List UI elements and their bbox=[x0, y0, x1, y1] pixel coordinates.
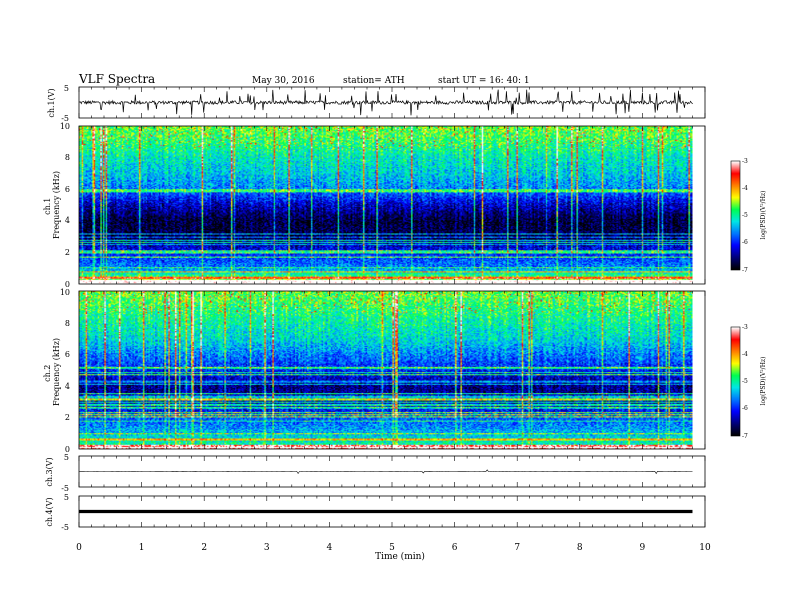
x-axis-label: Time (min) bbox=[375, 551, 425, 562]
ch1-colorbar-tick-m6: -6 bbox=[742, 239, 748, 246]
ch1-spectrogram-ylabel: ch.1 Frequency (kHz) bbox=[43, 171, 61, 239]
xtick-label-4: 4 bbox=[327, 543, 333, 553]
ch2-ytick-4: 4 bbox=[65, 382, 70, 391]
ch4-waveform-ylabel: ch.4(V) bbox=[45, 497, 54, 526]
ch2-colorbar: -3 -4 -5 -6 -7 log(PSD)(V²/Hz) bbox=[730, 324, 767, 440]
ch1-ytick-6: 6 bbox=[65, 185, 70, 194]
ch4-ytick-top: 5 bbox=[64, 493, 69, 502]
ch2-colorbar-gradient bbox=[731, 327, 740, 436]
x-tick-marks bbox=[78, 291, 706, 449]
x-tick-marks bbox=[78, 87, 706, 118]
ch2-colorbar-tick-m4: -4 bbox=[742, 351, 748, 358]
ch1-spectrogram-panel: 10 8 6 4 2 0 ch.1 Frequency (kHz) bbox=[43, 122, 706, 289]
ch3-waveform-ticks bbox=[78, 456, 706, 487]
header-date: May 30, 2016 bbox=[252, 76, 315, 86]
ch1-colorbar-frame bbox=[730, 160, 741, 271]
ch2-spectrogram-ylabel-line1: ch.2 bbox=[43, 365, 52, 382]
x-tick-marks bbox=[78, 126, 706, 284]
ch2-ytick-8: 8 bbox=[65, 319, 70, 328]
ch1-ytick-top: 5 bbox=[64, 84, 69, 93]
ch3-ytick-bottom: -5 bbox=[61, 484, 69, 493]
xtick-label-2: 2 bbox=[201, 543, 207, 553]
ch1-waveform-ylabel: ch.1(V) bbox=[47, 88, 56, 117]
xtick-label-7: 7 bbox=[514, 543, 520, 553]
ch1-ytick-0: 0 bbox=[65, 280, 70, 289]
xtick-label-10: 10 bbox=[699, 543, 711, 553]
ch2-colorbar-frame bbox=[730, 326, 741, 437]
ch1-spectrogram-ticks bbox=[78, 126, 706, 284]
ch2-ytick-10: 10 bbox=[60, 288, 70, 297]
ch3-waveform-trace bbox=[78, 469, 693, 475]
ch2-ytick-2: 2 bbox=[65, 413, 70, 422]
x-tick-marks bbox=[78, 496, 706, 527]
ch1-ytick-8: 8 bbox=[65, 153, 70, 162]
ch1-spectrogram-heatmap bbox=[79, 126, 693, 284]
xtick-label-8: 8 bbox=[577, 543, 583, 553]
ch1-colorbar-gradient bbox=[731, 161, 740, 270]
xtick-label-3: 3 bbox=[264, 543, 270, 553]
xtick-label-1: 1 bbox=[139, 543, 145, 553]
ch1-spectrogram-ylabel-line2: Frequency (kHz) bbox=[52, 171, 61, 239]
ch4-waveform-panel: 5 -5 ch.4(V) bbox=[45, 493, 706, 532]
xtick-label-9: 9 bbox=[640, 543, 646, 553]
x-axis: 0 1 2 3 4 5 6 7 8 9 10 Time (min) bbox=[76, 543, 711, 562]
ch1-ytick-4: 4 bbox=[65, 216, 70, 225]
ch1-colorbar-tick-m4: -4 bbox=[742, 185, 748, 192]
ch1-waveform-panel: 5 -5 ch.1(V) bbox=[47, 84, 706, 123]
ch2-spectrogram-ticks bbox=[78, 291, 706, 449]
ch1-colorbar: -3 -4 -5 -6 -7 log(PSD)(V²/Hz) bbox=[730, 158, 767, 274]
ch3-waveform-ylabel: ch.3(V) bbox=[45, 457, 54, 486]
ch2-spectrogram-ylabel-line2: Frequency (kHz) bbox=[52, 338, 61, 406]
ch1-colorbar-label: log(PSD)(V²/Hz) bbox=[760, 191, 767, 240]
ch2-colorbar-tick-m5: -5 bbox=[742, 378, 748, 385]
ch3-ytick-top: 5 bbox=[64, 453, 69, 462]
ch2-colorbar-label: log(PSD)(V²/Hz) bbox=[760, 357, 767, 406]
ch4-ytick-bottom: -5 bbox=[61, 523, 69, 532]
ch2-colorbar-tick-m6: -6 bbox=[742, 405, 748, 412]
ch2-ytick-0: 0 bbox=[65, 445, 70, 454]
ch1-colorbar-tick-m5: -5 bbox=[742, 212, 748, 219]
header-station: station= ATH bbox=[343, 76, 405, 86]
ch2-spectrogram-panel: 10 8 6 4 2 0 ch.2 Frequency (kHz) bbox=[43, 288, 706, 454]
ch1-spectrogram-ylabel-line1: ch.1 bbox=[43, 198, 52, 215]
ch2-spectrogram-heatmap bbox=[79, 291, 693, 449]
header-start-time: start UT = 16: 40: 1 bbox=[438, 76, 530, 86]
x-tick-marks bbox=[78, 456, 706, 487]
ch1-waveform-trace bbox=[79, 89, 693, 116]
xtick-label-5: 5 bbox=[389, 543, 395, 553]
ch1-ytick-10: 10 bbox=[60, 122, 70, 131]
xtick-label-0: 0 bbox=[76, 543, 82, 553]
ch1-colorbar-tick-m7: -7 bbox=[742, 267, 748, 274]
xtick-label-6: 6 bbox=[452, 543, 458, 553]
ch2-spectrogram-ylabel: ch.2 Frequency (kHz) bbox=[43, 338, 61, 406]
ch1-ytick-2: 2 bbox=[65, 248, 70, 257]
ch1-waveform-ticks bbox=[78, 87, 706, 118]
ch1-colorbar-tick-m3: -3 bbox=[742, 158, 748, 165]
ch1-ytick-bottom: -5 bbox=[61, 114, 69, 123]
ch2-colorbar-tick-m7: -7 bbox=[742, 433, 748, 440]
ch3-waveform-panel: 5 -5 ch.3(V) bbox=[45, 453, 706, 493]
ch2-ytick-6: 6 bbox=[65, 350, 70, 359]
chart-title: VLF Spectra bbox=[78, 72, 155, 86]
ch4-waveform-ticks bbox=[78, 496, 706, 527]
ch2-colorbar-tick-m3: -3 bbox=[742, 324, 748, 331]
